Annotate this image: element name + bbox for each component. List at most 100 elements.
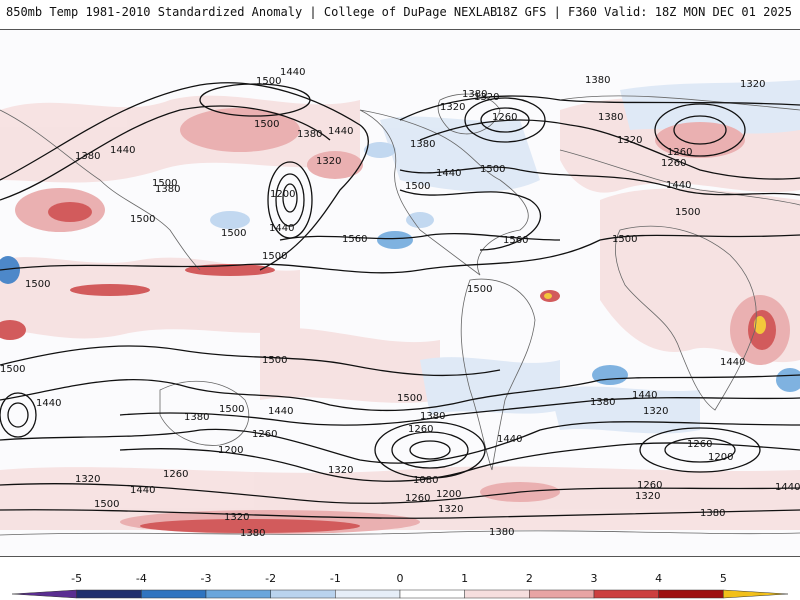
contour-label: 1440	[436, 168, 461, 179]
contour-label: 1440	[632, 390, 657, 401]
warm-anomaly-core	[70, 284, 150, 296]
contour-label: 1560	[503, 235, 528, 246]
contour-label: 1500	[480, 164, 505, 175]
contour-label: 1200	[436, 489, 461, 500]
cool-anomaly-patch	[550, 386, 700, 434]
cool-anomaly-core	[364, 142, 396, 158]
contour-label: 1440	[666, 180, 691, 191]
contour-label: 1200	[270, 189, 295, 200]
contour-labels: 1440 1500 1380 1320 1260 1380 1320 1440 …	[0, 67, 800, 539]
anomaly-colorbar: -5 -4 -3 -2 -1 0 1 2 3 4 5	[11, 572, 789, 599]
contour-label: 1440	[720, 357, 745, 368]
contour-label: 1380	[410, 139, 435, 150]
contour-1320	[419, 119, 800, 180]
contour-1560	[279, 232, 561, 241]
contour-label: 1500	[25, 279, 50, 290]
cool-anomaly-core	[0, 256, 20, 284]
contour-label: 1380	[75, 151, 100, 162]
contour-label: 1260	[405, 493, 430, 504]
warm-anomaly-core	[754, 316, 766, 334]
warm-anomaly-core	[544, 293, 552, 299]
map-canvas: 1440 1500 1380 1320 1260 1380 1320 1440 …	[0, 67, 800, 539]
contour-label: 1380	[420, 411, 445, 422]
contour-label: 1320	[316, 156, 341, 167]
height-contours	[0, 82, 800, 519]
contour-label: 1320	[75, 474, 100, 485]
contour-1380	[399, 95, 800, 121]
contour-1500-mid	[399, 189, 542, 251]
warm-anomaly-core	[48, 202, 92, 222]
cool-anomaly-core	[776, 368, 800, 392]
contour-label: 1440	[268, 406, 293, 417]
contour-label: 1380	[598, 112, 623, 123]
contour-label: 1380	[489, 527, 514, 538]
warm-anomaly-core	[140, 519, 360, 533]
contour-label: 1260	[492, 112, 517, 123]
colorbar-tick-label: 0	[397, 572, 404, 585]
contour-label: 1440	[269, 223, 294, 234]
contour-label: 1440	[775, 482, 800, 493]
contour-label: 1500	[405, 181, 430, 192]
contour-label: 1440	[328, 126, 353, 137]
warm-anomaly-core	[185, 264, 275, 276]
contour-label: 1380	[155, 184, 180, 195]
contour-label: 1320	[438, 504, 463, 515]
colorbar-tick-label: -4	[136, 572, 147, 585]
contour-label: 1380	[297, 129, 322, 140]
contour-label: 1380	[462, 89, 487, 100]
colorbar-segment	[76, 589, 142, 599]
north-america-outline	[359, 109, 529, 276]
antarctica-outline	[0, 530, 800, 536]
colorbar-tick-label: 4	[655, 572, 662, 585]
colorbar-tick-label: -1	[330, 572, 341, 585]
contour-label: 1260	[637, 480, 662, 491]
contour-label: 1380	[590, 397, 615, 408]
map-title: 850mb Temp 1981-2010 Standardized Anomal…	[6, 5, 498, 19]
contour-label: 1320	[224, 512, 249, 523]
contour-label: 1500	[130, 214, 155, 225]
contour-1200-low	[480, 107, 530, 133]
contour-label: 1500	[675, 207, 700, 218]
colorbar-segment	[141, 589, 207, 599]
colorbar-segment	[529, 589, 595, 599]
contour-1440	[0, 82, 369, 271]
colorbar-segment	[723, 589, 789, 599]
contour-1380-south	[119, 397, 800, 426]
contour-label: 1500	[256, 76, 281, 87]
contour-1320-south	[0, 421, 800, 464]
contour-label: 1500	[467, 284, 492, 295]
contour-label: 1200	[708, 452, 733, 463]
colorbar-tick-label: -3	[201, 572, 212, 585]
cool-anomaly-patch	[420, 357, 560, 415]
colorbar-tick-label: 3	[591, 572, 598, 585]
contour-1200-low-south	[374, 421, 486, 479]
colorbar-segment	[205, 589, 271, 599]
colorbar-segment	[11, 589, 77, 599]
cool-anomaly-core	[210, 211, 250, 229]
contour-label: 1320	[440, 102, 465, 113]
warm-anomaly-core	[655, 122, 745, 158]
contour-1260-south	[119, 442, 800, 482]
contour-label: 1500	[262, 251, 287, 262]
colorbar-segment	[399, 589, 465, 599]
warm-anomaly-patch	[0, 257, 300, 339]
colorbar-tick-label: 1	[461, 572, 468, 585]
colorbar-segment	[270, 589, 336, 599]
contour-label: 1260	[252, 429, 277, 440]
colorbar-tick-label: 2	[526, 572, 533, 585]
contour-1440-south	[0, 374, 800, 412]
contour-label: 1380	[700, 508, 725, 519]
contour-label: 1320	[635, 491, 660, 502]
contour-label: 1320	[474, 92, 499, 103]
contour-label: 1500	[612, 234, 637, 245]
colorbar-segment	[464, 589, 530, 599]
contour-label: 1380	[585, 75, 610, 86]
contour-label: 1440	[110, 145, 135, 156]
colorbar-segment	[335, 589, 401, 599]
contour-label: 1260	[667, 147, 692, 158]
colorbar-segment	[593, 589, 659, 599]
contour-1500-tropics	[0, 234, 800, 274]
contour-label: 1500	[219, 404, 244, 415]
contour-label: 1500	[397, 393, 422, 404]
colorbar-segments	[11, 589, 789, 599]
